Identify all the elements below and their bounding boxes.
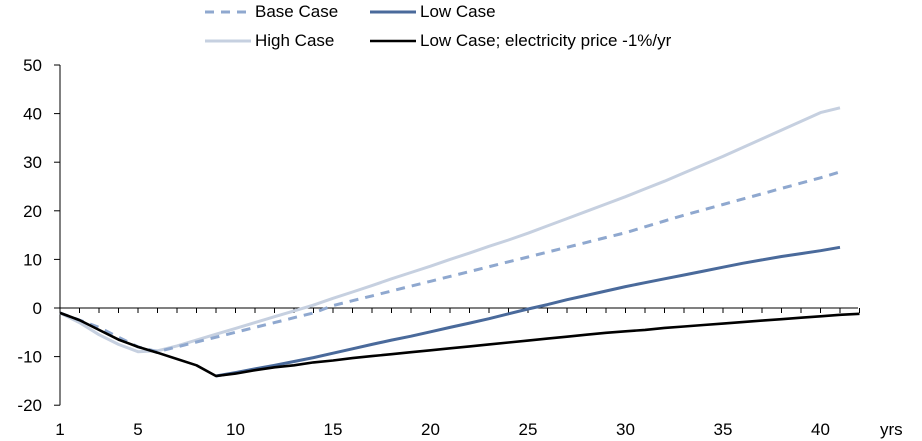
x-tick-label: 1 bbox=[55, 420, 64, 439]
x-tick-label: 40 bbox=[811, 420, 830, 439]
x-tick-label: 5 bbox=[133, 420, 142, 439]
legend-label: Low Case; electricity price -1%/yr bbox=[420, 31, 672, 50]
y-tick-label: -10 bbox=[17, 348, 42, 367]
legend-label: Base Case bbox=[255, 2, 338, 21]
legend-label: High Case bbox=[255, 31, 334, 50]
y-tick-label: 50 bbox=[23, 56, 42, 75]
x-tick-label: 30 bbox=[616, 420, 635, 439]
legend-label: Low Case bbox=[420, 2, 496, 21]
x-tick-label: 20 bbox=[421, 420, 440, 439]
y-tick-label: 0 bbox=[33, 299, 42, 318]
y-tick-label: -20 bbox=[17, 396, 42, 415]
series-line-2 bbox=[59, 106, 841, 354]
y-tick-label: 40 bbox=[23, 105, 42, 124]
series-line-3 bbox=[59, 311, 860, 378]
legend: Base Case Low Case High Case Low Case; elec… bbox=[205, 2, 672, 50]
y-tick-label: 10 bbox=[23, 250, 42, 269]
x-tick-label: 35 bbox=[714, 420, 733, 439]
series-line-1 bbox=[215, 245, 841, 378]
x-axis-label: yrs bbox=[880, 420, 903, 439]
x-tick-label: 10 bbox=[226, 420, 245, 439]
series-line-0 bbox=[59, 170, 841, 354]
y-tick-label: 20 bbox=[23, 202, 42, 221]
x-tick-label: 25 bbox=[519, 420, 538, 439]
x-tick-label: 15 bbox=[324, 420, 343, 439]
series-group bbox=[59, 106, 860, 378]
y-tick-label: 30 bbox=[23, 153, 42, 172]
